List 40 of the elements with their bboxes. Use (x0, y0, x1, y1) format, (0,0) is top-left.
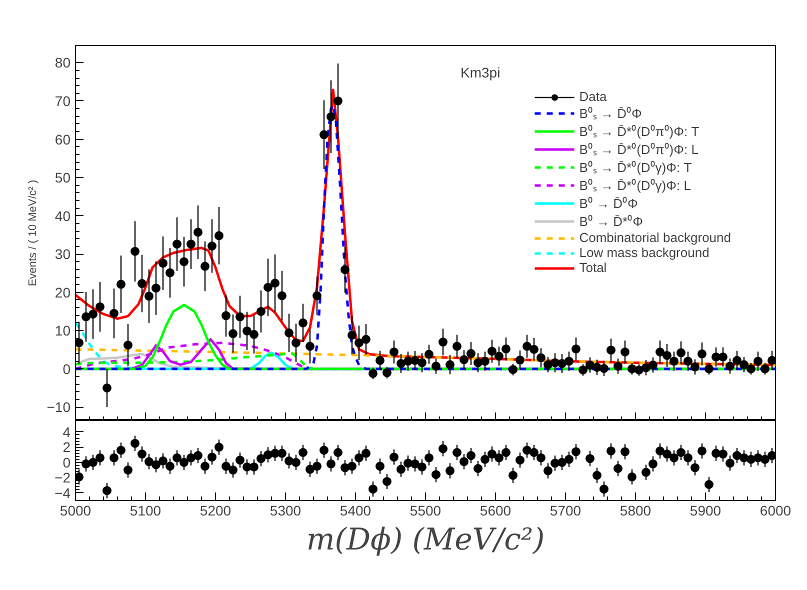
x-tick-label: 5100 (130, 502, 162, 518)
x-tick-label: 5900 (690, 502, 722, 518)
y-tick-label: 40 (54, 208, 71, 224)
legend-label: Data (579, 89, 607, 104)
x-tick-label: 5400 (340, 502, 372, 518)
y-tick-label: −10 (46, 399, 71, 416)
x-tick-label: 5600 (480, 502, 512, 518)
y-tick-label: 70 (54, 92, 71, 109)
x-tick-label: 5300 (270, 502, 302, 518)
y-tick-label: 10 (54, 322, 71, 339)
legend-label: Combinatorial background (579, 230, 731, 245)
legend-label: B⁰ₛ → D̄*⁰(D⁰γ)Φ: L (579, 177, 691, 194)
legend-label: B⁰ → D̄⁰Φ (579, 195, 638, 212)
y-tick-label: 20 (54, 284, 71, 300)
legend-label: Total (579, 260, 607, 275)
x-tick-label: 5200 (200, 502, 232, 518)
y-tick-label: 2 (62, 439, 71, 456)
legend-label: B⁰ₛ → D̄*⁰(D⁰γ)Φ: T (579, 159, 692, 176)
x-tick-label: 6000 (760, 502, 792, 518)
y-tick-label: −4 (54, 484, 71, 501)
x-tick-label: 5000 (60, 502, 92, 518)
legend-label: B⁰ₛ → D̄*⁰(D⁰π⁰)Φ: L (579, 141, 698, 158)
legend-label: Low mass background (579, 245, 710, 260)
y-tick-label: −2 (54, 470, 71, 486)
annotation: Km3pi (460, 64, 500, 80)
legend-label: B⁰ₛ → D̄⁰Φ (579, 105, 642, 122)
y-tick-label: 4 (62, 424, 71, 440)
x-tick-label: 5500 (410, 502, 442, 518)
x-tick-label: 5700 (550, 502, 582, 518)
legend-label: B⁰ → D̄*⁰Φ (579, 213, 643, 230)
x-axis-title: m(Dϕ) (MeV/c²) (306, 522, 545, 558)
y-tick-label: 30 (54, 246, 71, 262)
y-tick-label: 0 (62, 454, 71, 470)
x-tick-label: 5800 (620, 502, 652, 518)
y-tick-label: 80 (54, 54, 71, 71)
y-tick-label: 0 (62, 360, 71, 377)
y-tick-label: 60 (54, 131, 71, 148)
y-axis-title: Events / ( 10 MeV/c² ) (26, 180, 39, 286)
legend-label: B⁰ₛ → D̄*⁰(D⁰π⁰)Φ: T (579, 123, 700, 140)
y-tick-label: 50 (54, 170, 71, 186)
